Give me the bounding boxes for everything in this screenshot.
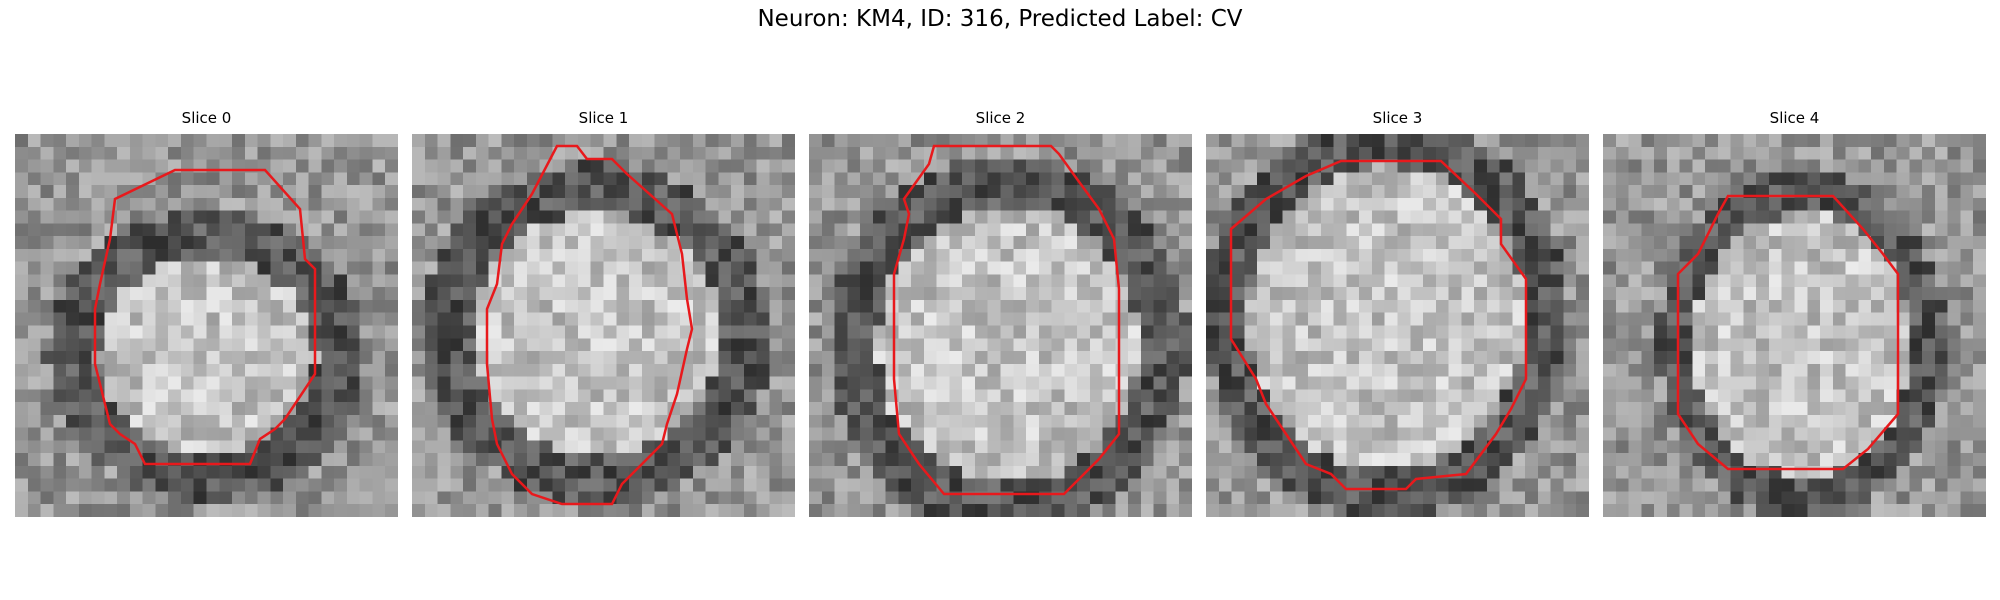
slice-image <box>1603 134 1986 517</box>
slice-panel-2: Slice 2 <box>809 108 1192 517</box>
cell-outline <box>892 144 1121 496</box>
cell-outline <box>1229 159 1528 491</box>
cell-outline <box>485 144 694 506</box>
slice-panel-4: Slice 4 <box>1603 108 1986 517</box>
cell-outline <box>93 168 317 466</box>
slice-title: Slice 0 <box>181 109 232 127</box>
figure-title: Neuron: KM4, ID: 316, Predicted Label: C… <box>757 6 1243 32</box>
slice-title: Slice 1 <box>578 109 629 127</box>
slice-panel-1: Slice 1 <box>412 108 795 517</box>
slice-panel-0: Slice 0 <box>15 108 398 517</box>
slice-image <box>412 134 795 517</box>
slice-title: Slice 4 <box>1769 109 1820 127</box>
cell-outline <box>1676 194 1900 471</box>
slice-image <box>809 134 1192 517</box>
slice-title: Slice 3 <box>1372 109 1423 127</box>
slice-title: Slice 2 <box>975 109 1026 127</box>
slice-panel-3: Slice 3 <box>1206 108 1589 517</box>
slice-image <box>15 134 398 517</box>
